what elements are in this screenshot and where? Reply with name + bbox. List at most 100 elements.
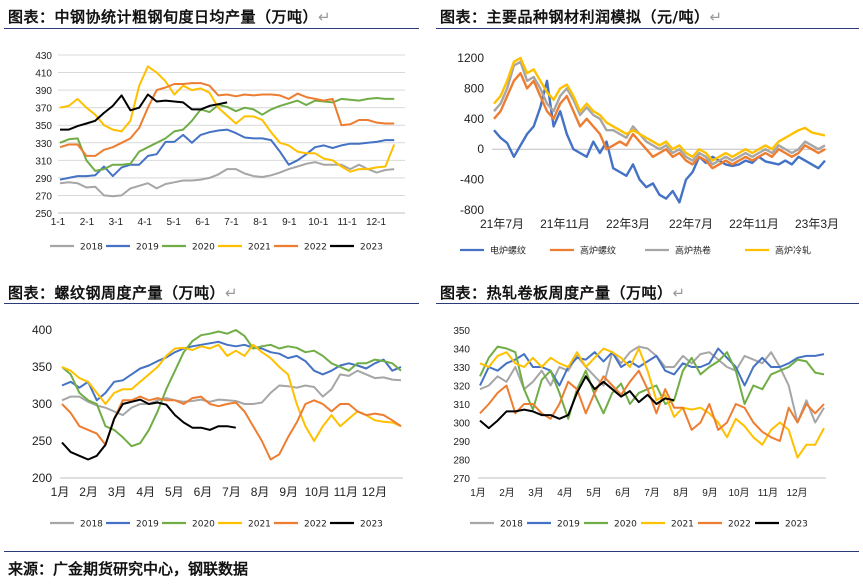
series-line-2023	[61, 398, 236, 461]
y-tick-label: 250	[35, 209, 52, 220]
x-tick-label: 1月	[470, 487, 486, 499]
series-line-2021	[479, 347, 825, 459]
x-tick-label: 6月	[194, 485, 213, 499]
x-tick-label: 6-1	[195, 217, 210, 228]
series-line-高炉螺纹	[493, 71, 826, 170]
series-line-2021	[61, 343, 402, 442]
x-tick-label: 11月	[758, 487, 778, 499]
x-tick-label: 23年3月	[795, 217, 839, 231]
series-line-2022	[61, 395, 402, 461]
chart1-top-rule	[4, 28, 419, 29]
y-tick-label: 290	[453, 437, 470, 448]
y-tick-label: 330	[453, 363, 470, 374]
x-tick-label: 5月	[165, 485, 184, 499]
x-tick-label: 22年7月	[669, 217, 713, 231]
legend-label: 2018	[80, 520, 103, 530]
x-tick-label: 1月	[51, 485, 70, 499]
x-tick-label: 10-1	[308, 217, 328, 228]
y-tick-label: 250	[32, 434, 52, 448]
chart2-title: 图表：主要品种钢材利润模拟（元/吨）↵	[440, 8, 723, 26]
y-tick-label: 400	[32, 323, 52, 337]
legend-label: 2019	[557, 520, 580, 530]
x-tick-label: 8月	[673, 487, 689, 499]
legend-label: 2019	[136, 520, 159, 530]
x-tick-label: 1-1	[51, 217, 66, 228]
x-tick-label: 22年3月	[606, 217, 650, 231]
x-tick-label: 2月	[79, 485, 98, 499]
series-line-2021	[59, 65, 396, 173]
y-tick-label: 1200	[457, 51, 484, 65]
y-tick-label: 390	[35, 86, 52, 97]
series-line-2022	[479, 369, 825, 442]
series-line-2018	[479, 345, 825, 424]
legend-label: 2021	[248, 243, 271, 253]
legend-label: 高炉冷轧	[775, 245, 811, 257]
x-tick-label: 21年11月	[540, 217, 590, 231]
x-tick-label: 9月	[702, 487, 718, 499]
x-tick-label: 10月	[728, 487, 749, 499]
series-line-2023	[479, 375, 675, 430]
x-tick-label: 7月	[222, 485, 241, 499]
y-tick-label: 270	[453, 474, 470, 485]
y-tick-label: 320	[453, 382, 470, 393]
x-tick-label: 9月	[279, 485, 298, 499]
series-line-2018	[61, 369, 402, 417]
x-tick-label: 11-1	[338, 217, 358, 228]
y-tick-label: -800	[460, 203, 484, 217]
y-tick-label: 400	[464, 112, 484, 126]
series-line-高炉冷轧	[493, 56, 826, 162]
x-tick-label: 8-1	[253, 217, 268, 228]
y-tick-label: 410	[35, 69, 52, 80]
y-tick-label: 0	[477, 142, 484, 156]
y-tick-label: -400	[460, 173, 484, 187]
y-tick-label: 340	[453, 345, 470, 356]
chart4-title: 图表：热轧卷板周度产量（万吨）↵	[440, 284, 686, 302]
y-tick-label: 370	[35, 104, 52, 115]
x-tick-label: 5-1	[166, 217, 181, 228]
x-tick-label: 6月	[615, 487, 631, 499]
x-tick-label: 9-1	[282, 217, 297, 228]
x-tick-label: 3月	[528, 487, 544, 499]
series-line-2020	[59, 97, 395, 172]
y-tick-label: 350	[35, 121, 52, 132]
x-tick-label: 7月	[644, 487, 660, 499]
y-tick-label: 310	[453, 400, 470, 411]
legend-label: 2023	[785, 520, 808, 530]
y-tick-label: 300	[32, 397, 52, 411]
legend-label: 高炉螺纹	[580, 245, 616, 257]
x-tick-label: 12月	[786, 487, 807, 499]
x-tick-label: 5月	[586, 487, 602, 499]
legend-label: 2019	[136, 243, 159, 253]
source-top-rule	[4, 551, 859, 552]
legend-label: 2022	[728, 520, 751, 530]
legend-label: 2023	[360, 243, 383, 253]
y-tick-label: 310	[35, 156, 52, 167]
legend-label: 2023	[360, 520, 383, 530]
chart4-top-rule	[436, 303, 859, 304]
y-tick-label: 270	[35, 191, 52, 202]
x-tick-label: 4-1	[138, 217, 153, 228]
legend-label: 电炉螺纹	[490, 245, 526, 257]
y-tick-label: 350	[453, 326, 470, 337]
y-tick-label: 330	[35, 139, 52, 150]
series-line-2020	[61, 329, 402, 448]
series-line-高炉热卷	[493, 60, 826, 166]
legend-label: 2018	[500, 520, 523, 530]
x-tick-label: 4月	[136, 485, 155, 499]
y-tick-label: 430	[35, 51, 52, 62]
legend-label: 2020	[192, 243, 215, 253]
legend-label: 2022	[304, 520, 327, 530]
series-line-2023	[60, 93, 228, 131]
chart2-top-rule	[436, 28, 859, 29]
legend-label: 2020	[614, 520, 637, 530]
legend-label: 2021	[671, 520, 694, 530]
legend-label: 2022	[304, 243, 327, 253]
series-line-2019	[479, 347, 825, 387]
series-line-2019	[61, 340, 402, 402]
y-tick-label: 290	[35, 174, 52, 185]
y-tick-label: 200	[32, 471, 52, 485]
x-tick-label: 2月	[499, 487, 515, 499]
x-tick-label: 12-1	[366, 217, 386, 228]
x-tick-label: 12月	[362, 485, 387, 499]
